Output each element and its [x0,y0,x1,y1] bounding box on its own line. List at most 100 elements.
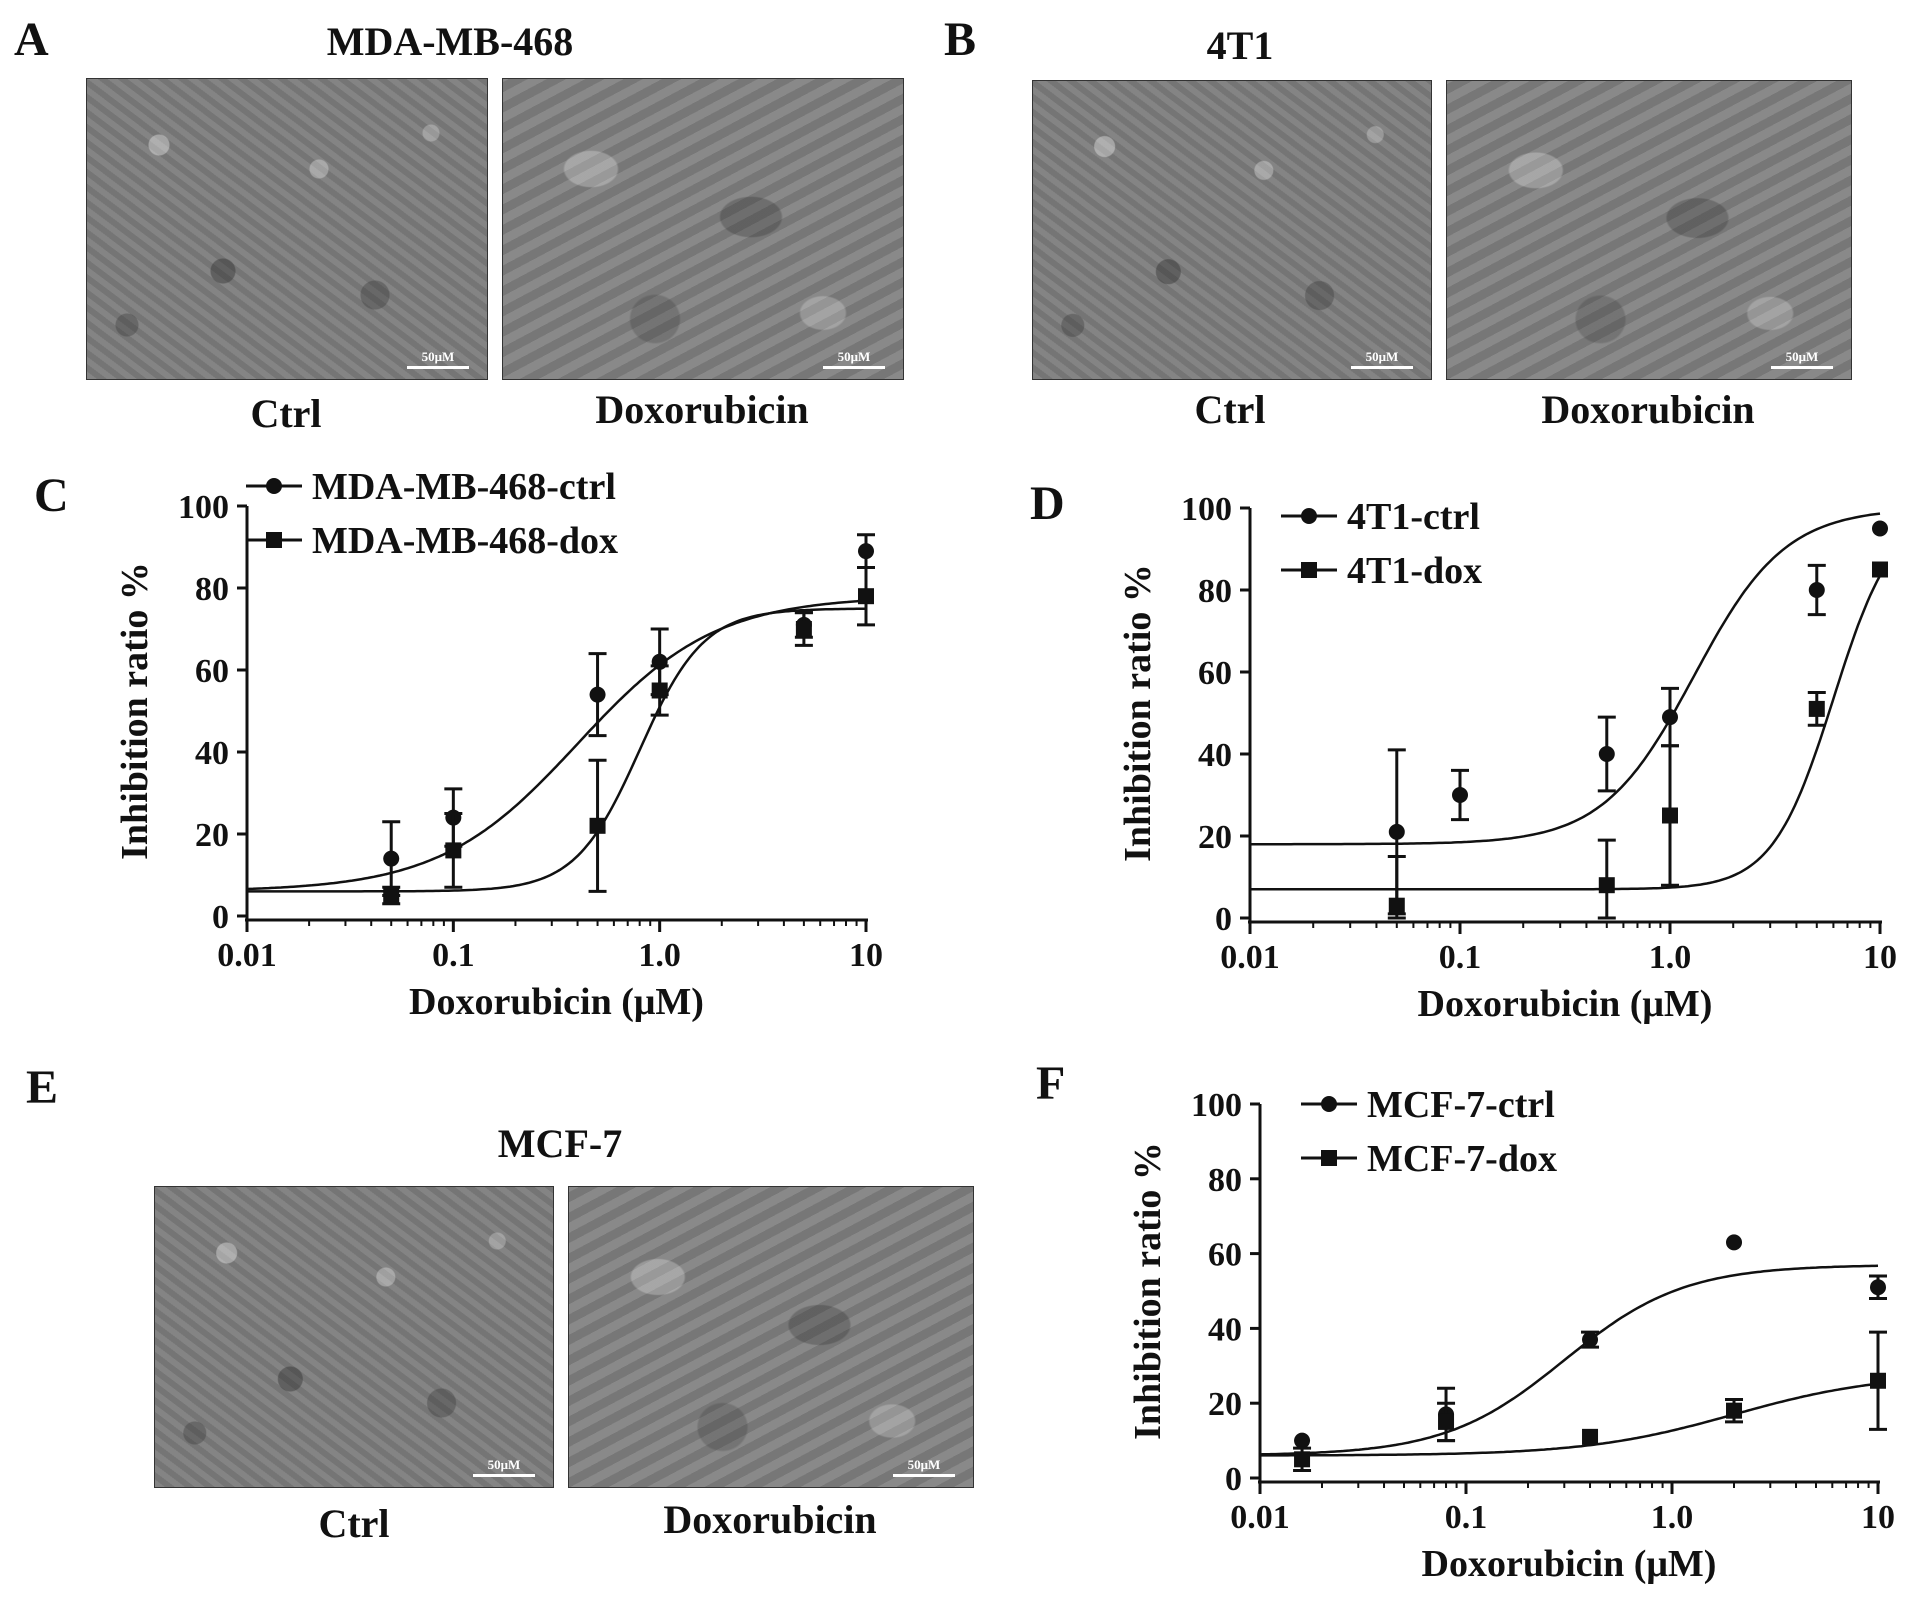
panel-b-title: 4T1 [1206,23,1274,68]
data-point-circle [1598,746,1615,762]
data-point-square [589,817,606,834]
data-point-square [1662,807,1678,824]
x-tick-label: 0.1 [432,937,475,974]
micrograph-e-ctrl: 50μM [154,1186,554,1488]
legend-marker-circle [266,478,282,494]
y-tick-label: 80 [1198,573,1232,610]
panel-a-title: MDA-MB-468 [326,19,574,64]
y-tick-label: 60 [195,653,229,690]
data-point-circle [1662,709,1678,726]
y-axis-label: Inhibition ratio % [1117,564,1159,862]
y-tick-label: 40 [195,735,229,772]
label-e-ctrl: Ctrl [318,1501,390,1546]
label-b-ctrl: Ctrl [1194,387,1266,432]
scale-bar: 50μM [407,349,469,369]
label-b-dox: Doxorubicin [1541,387,1755,432]
y-tick-label: 0 [212,899,229,936]
data-point-circle [1870,1279,1886,1296]
x-tick-label: 10 [1861,1499,1895,1536]
scale-bar: 50μM [893,1457,955,1477]
legend-marker-square [266,532,282,548]
data-point-square [1808,700,1825,717]
data-point-circle [1726,1234,1743,1251]
fit-curve-square [1250,575,1882,891]
y-tick-label: 80 [195,571,229,608]
data-point-circle [1808,582,1825,598]
legend-label: 4T1-dox [1347,550,1482,592]
y-axis-label: Inhibition ratio % [114,562,156,860]
data-point-square [1870,1372,1886,1389]
y-tick-label: 80 [1208,1162,1242,1199]
panel-letter-b: B [944,13,977,66]
y-tick-label: 100 [178,489,229,526]
label-a-dox: Doxorubicin [595,387,809,432]
data-point-circle [589,686,606,703]
data-point-square [1872,561,1888,578]
x-tick-label: 1.0 [638,937,681,974]
x-tick-label: 0.1 [1445,1499,1488,1536]
y-tick-label: 20 [1198,819,1232,856]
data-point-square [858,588,874,605]
y-tick-label: 100 [1191,1087,1242,1124]
scale-bar: 50μM [823,349,885,369]
scale-bar: 50μM [473,1457,535,1477]
legend-marker-square [1301,562,1317,578]
data-point-square [1438,1413,1455,1430]
legend-label: MCF-7-dox [1367,1138,1557,1180]
x-tick-label: 1.0 [1649,939,1692,976]
x-tick-label: 0.01 [1220,939,1280,976]
x-tick-label: 1.0 [1651,1499,1694,1536]
x-tick-label: 0.01 [1230,1499,1290,1536]
legend-label: MCF-7-ctrl [1367,1084,1555,1126]
data-point-square [445,842,462,859]
data-point-circle [383,850,400,867]
data-point-square [795,621,812,637]
label-e-dox: Doxorubicin [663,1497,877,1542]
y-tick-label: 40 [1208,1311,1242,1348]
data-point-circle [858,543,874,560]
y-tick-label: 0 [1225,1461,1242,1498]
y-tick-label: 20 [195,817,229,854]
x-axis-label: Doxorubicin (μM) [1422,1543,1717,1585]
data-point-square [383,887,400,904]
data-point-square [1388,897,1405,914]
panel-letter-d: D [1030,477,1065,530]
y-tick-label: 20 [1208,1386,1242,1423]
x-axis-label: Doxorubicin (μM) [1418,983,1713,1025]
fit-curve-square [247,607,867,893]
y-tick-label: 60 [1208,1237,1242,1274]
data-point-circle [1294,1432,1311,1449]
data-point-square [1582,1428,1599,1445]
data-point-circle [1872,520,1888,537]
x-axis-label: Doxorubicin (μM) [409,981,704,1023]
legend-marker-circle [1301,508,1317,524]
fit-curve-circle [1250,512,1881,846]
x-tick-label: 10 [1863,939,1897,976]
legend-marker-square [1321,1150,1337,1166]
panel-letter-e: E [26,1061,59,1114]
fit-curve-square [1260,1382,1879,1457]
x-tick-label: 0.01 [217,937,277,974]
y-tick-label: 100 [1181,491,1232,528]
legend-marker-circle [1321,1096,1337,1112]
fit-curve-circle [1259,1264,1879,1456]
x-tick-label: 0.1 [1439,939,1482,976]
micrograph-e-dox: 50μM [568,1186,974,1488]
legend-label: 4T1-ctrl [1347,496,1480,538]
data-point-square [1294,1451,1311,1468]
scale-bar: 50μM [1771,349,1833,369]
data-point-circle [1388,823,1405,840]
micrograph-b-ctrl: 50μM [1032,80,1432,380]
data-point-circle [1582,1331,1599,1348]
scale-bar: 50μM [1351,349,1413,369]
legend-label: MDA-MB-468-ctrl [312,466,616,508]
data-point-circle [1452,787,1468,803]
data-point-square [1726,1402,1743,1419]
label-a-ctrl: Ctrl [250,391,322,436]
micrograph-a-ctrl: 50μM [86,78,488,380]
micrograph-a-dox: 50μM [502,78,904,380]
panel-letter-f: F [1036,1057,1066,1110]
